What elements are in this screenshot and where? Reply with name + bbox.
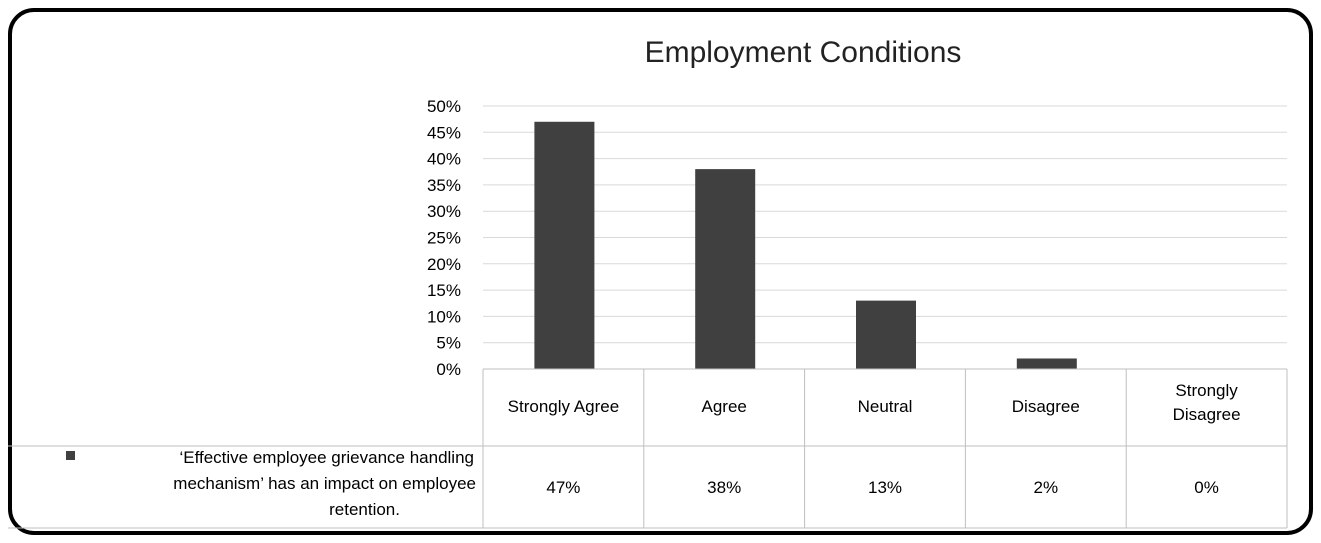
y-tick-label: 0% xyxy=(436,360,461,379)
y-tick-label: 25% xyxy=(427,229,461,248)
bar xyxy=(695,169,756,369)
y-tick-label: 5% xyxy=(436,334,461,353)
y-tick-label: 10% xyxy=(427,307,461,326)
bar xyxy=(1016,358,1077,369)
data-cell: 2% xyxy=(1034,478,1059,497)
y-tick-label: 35% xyxy=(427,176,461,195)
y-tick-label: 50% xyxy=(427,97,461,116)
y-tick-label: 45% xyxy=(427,123,461,142)
chart-frame xyxy=(8,8,1313,535)
category-label: Neutral xyxy=(858,397,913,416)
bar xyxy=(856,300,916,369)
data-cell: 47% xyxy=(546,478,580,497)
bar xyxy=(534,121,595,369)
y-tick-label: 40% xyxy=(427,150,461,169)
legend-label: ‘Effective employee grievance handling me… xyxy=(173,448,476,519)
category-label: Disagree xyxy=(1012,397,1080,416)
y-tick-label: 20% xyxy=(427,255,461,274)
category-label: Strongly Disagree xyxy=(1173,381,1241,424)
data-cell: 38% xyxy=(707,478,741,497)
category-label: Agree xyxy=(702,397,747,416)
category-label: Strongly Agree xyxy=(508,397,620,416)
data-cell: 0% xyxy=(1194,478,1219,497)
data-cell: 13% xyxy=(868,478,902,497)
y-tick-label: 15% xyxy=(427,281,461,300)
y-tick-label: 30% xyxy=(427,202,461,221)
chart-title: Employment Conditions xyxy=(644,36,962,69)
legend-key xyxy=(66,451,75,460)
